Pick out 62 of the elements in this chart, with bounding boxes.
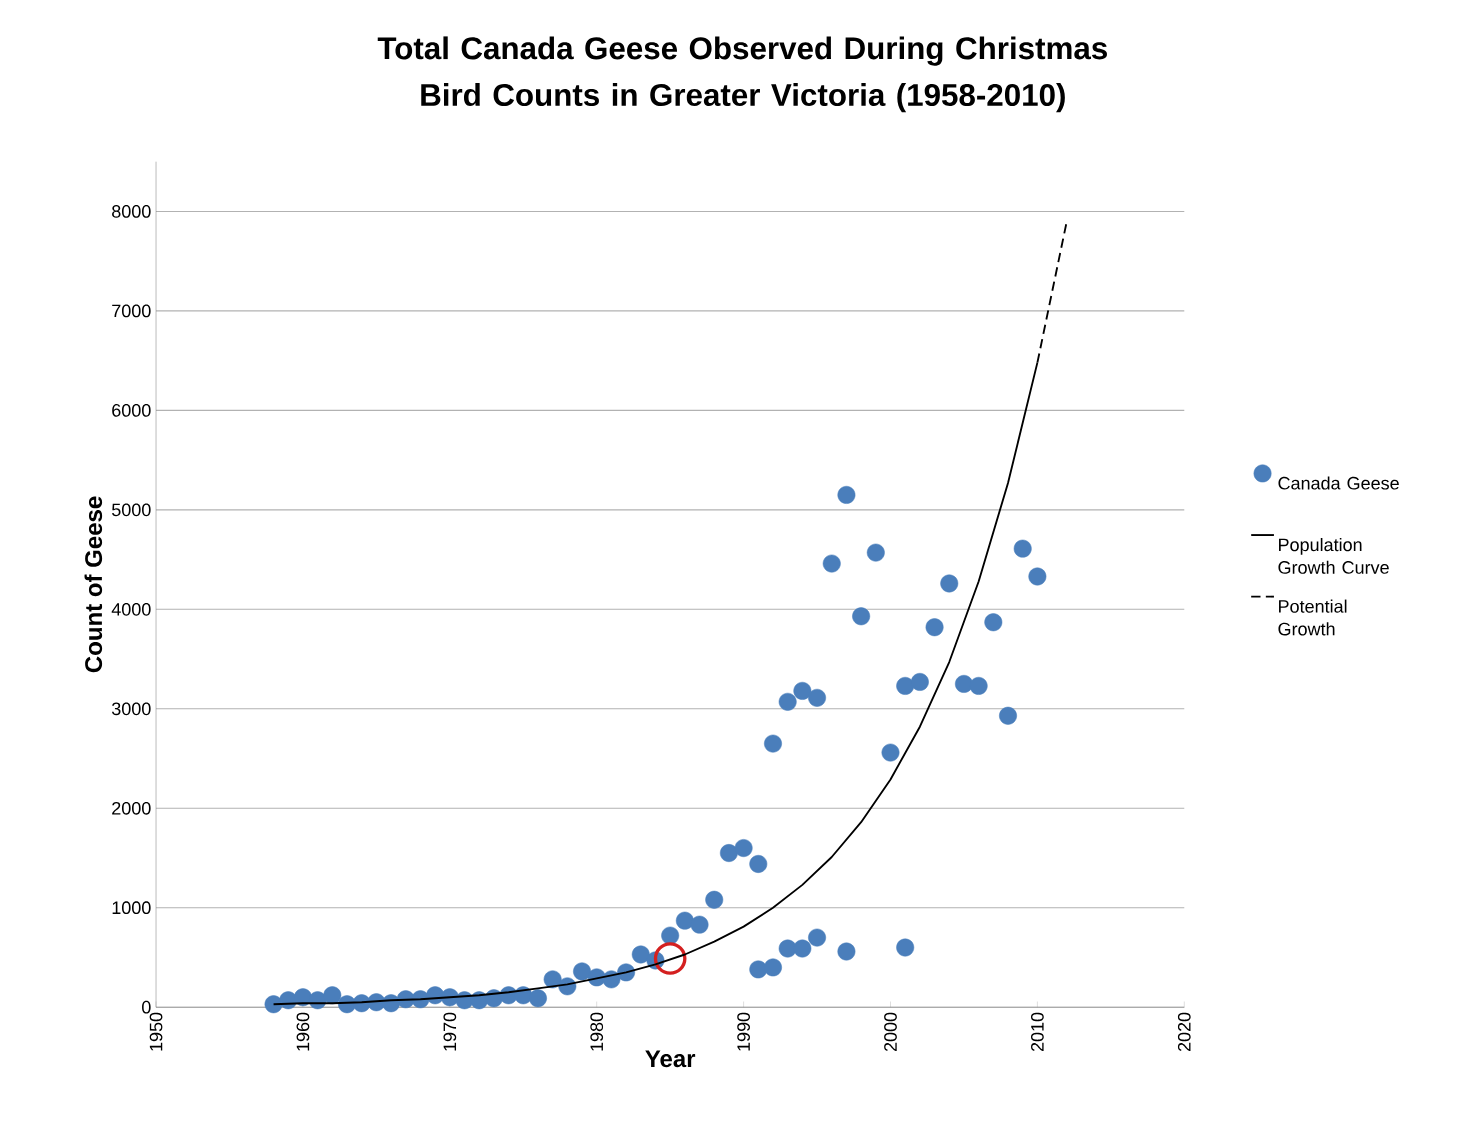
point <box>734 838 753 857</box>
y-axis-title: Count of Geese <box>84 496 103 673</box>
point <box>778 692 797 711</box>
point <box>749 854 768 873</box>
point <box>653 942 687 975</box>
point <box>984 613 1003 632</box>
legend-label: Population Growth Curve <box>1278 537 1389 574</box>
point <box>1013 539 1032 558</box>
point <box>675 911 694 930</box>
y-tick-label: 3000 <box>111 702 151 716</box>
x-tick-label: 1970 <box>443 1012 457 1051</box>
point <box>705 890 724 909</box>
point <box>808 928 826 947</box>
chart-title: Total Canada Geese Observed During Christmas Bird Counts in Greater Victoria (1958-2010) <box>377 36 1107 113</box>
point <box>837 942 856 961</box>
point <box>837 485 856 504</box>
point <box>573 962 591 981</box>
point <box>999 706 1017 725</box>
point <box>543 970 562 989</box>
y-tick-label: 5000 <box>111 503 151 517</box>
point <box>1028 567 1047 586</box>
y-tick-label: 2000 <box>112 801 151 815</box>
legend-label: Canada Geese <box>1278 476 1399 490</box>
point <box>822 554 841 573</box>
x-tick-label: 1990 <box>737 1012 750 1051</box>
point <box>896 938 915 957</box>
point <box>764 958 782 977</box>
point <box>925 618 944 637</box>
point <box>793 939 812 958</box>
x-tick-label: 2010 <box>1031 1012 1044 1051</box>
point <box>661 926 680 945</box>
x-tick-label: 1980 <box>590 1012 604 1051</box>
point <box>852 607 871 626</box>
point <box>323 986 342 1005</box>
point <box>631 945 650 964</box>
point <box>749 960 768 979</box>
x-tick-label: 1960 <box>296 1012 310 1051</box>
x-tick-label: 1950 <box>149 1012 163 1051</box>
point <box>778 939 797 958</box>
y-tick-label: 4000 <box>111 602 151 616</box>
point <box>910 672 929 691</box>
point <box>940 574 959 593</box>
point <box>896 676 915 695</box>
point <box>719 843 738 862</box>
point <box>808 688 826 707</box>
y-tick-label: 1000 <box>112 901 151 914</box>
point <box>764 734 782 753</box>
x-tick-label: 2020 <box>1177 1012 1191 1051</box>
point <box>690 915 709 934</box>
point <box>955 674 973 693</box>
point <box>793 681 812 700</box>
point <box>866 543 885 562</box>
point <box>969 676 988 695</box>
y-tick-label: 8000 <box>112 204 151 218</box>
point <box>881 743 900 762</box>
point <box>529 989 547 1008</box>
y-tick-label: 0 <box>142 1000 151 1014</box>
y-tick-label: 6000 <box>112 403 151 417</box>
legend-label: Potential Growth <box>1278 599 1347 636</box>
y-tick-label: 7000 <box>112 304 151 318</box>
x-tick-label: 2000 <box>884 1012 897 1051</box>
x-axis-title: Year <box>645 1050 696 1068</box>
